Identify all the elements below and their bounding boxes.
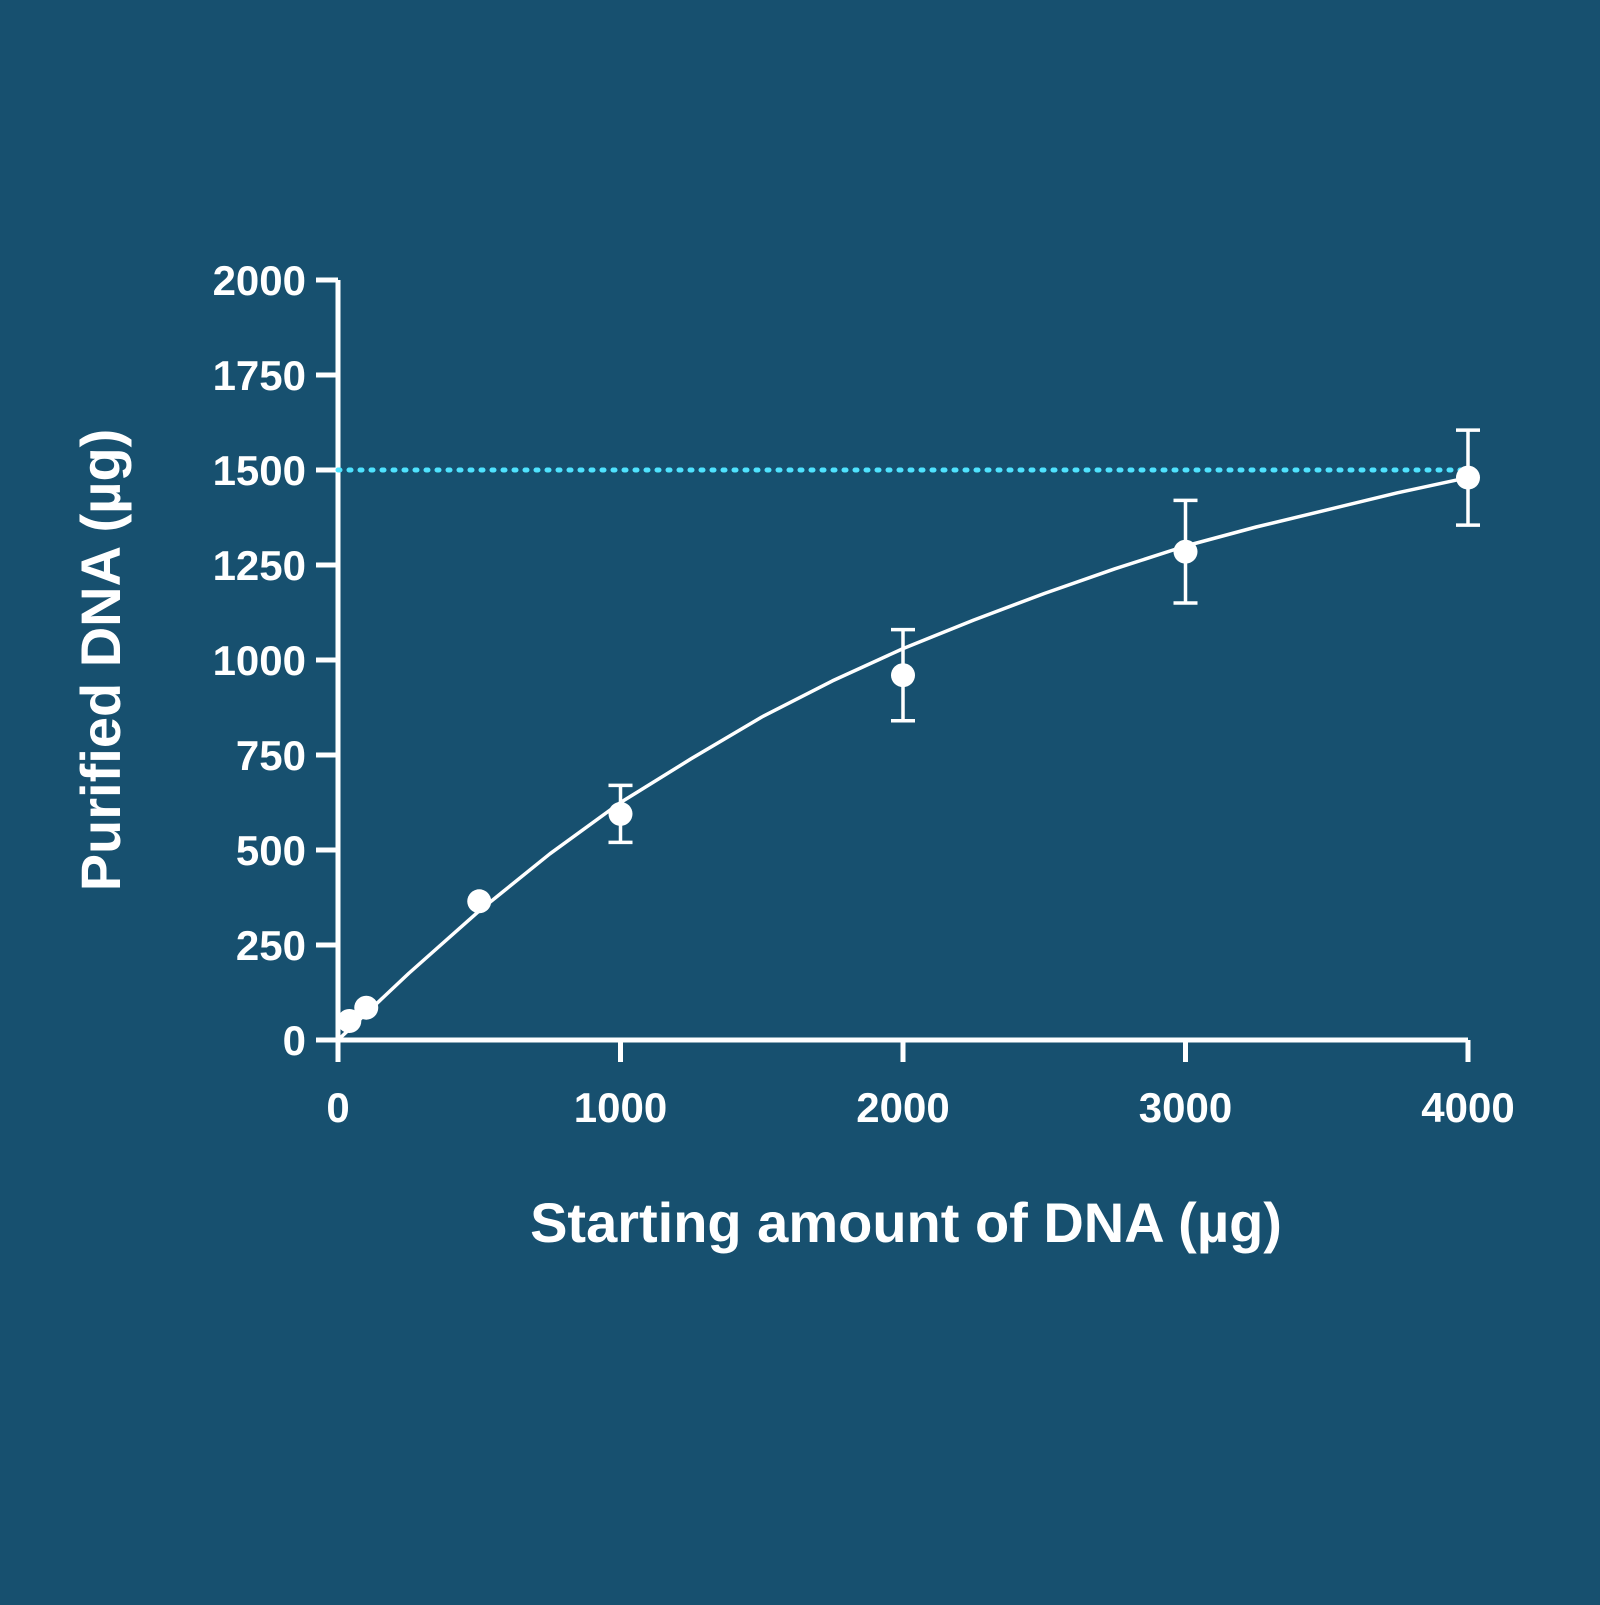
y-axis-title: Purified DNA (µg) — [69, 429, 132, 892]
y-tick-label: 1500 — [213, 447, 306, 494]
y-tick-label: 1750 — [213, 352, 306, 399]
x-tick-label: 0 — [326, 1084, 349, 1131]
y-tick-label: 1000 — [213, 637, 306, 684]
data-point — [1173, 539, 1198, 564]
y-tick-label: 1250 — [213, 542, 306, 589]
fit-curve — [336, 475, 1469, 1042]
y-tick-label: 250 — [236, 922, 306, 969]
x-tick-label: 1000 — [574, 1084, 667, 1131]
data-point — [1456, 465, 1480, 490]
data-point — [354, 995, 379, 1020]
x-tick-label: 2000 — [856, 1084, 949, 1131]
fit-curve-group — [336, 475, 1469, 1042]
y-tick-label: 500 — [236, 827, 306, 874]
x-tick-label: 3000 — [1139, 1084, 1232, 1131]
x-axis-title: Starting amount of DNA (µg) — [530, 1191, 1282, 1254]
y-tick-label: 2000 — [213, 257, 306, 304]
y-tick-label: 750 — [236, 732, 306, 779]
axes: 0 250 500 750 1000 1250 1500 1750 2000 0 1000 2000 3… — [213, 257, 1515, 1131]
data-points-group — [337, 428, 1480, 1033]
x-tick-label: 4000 — [1421, 1084, 1514, 1131]
data-point — [608, 801, 633, 826]
data-point — [891, 663, 915, 688]
data-point — [337, 1009, 362, 1033]
data-point — [467, 889, 492, 914]
y-tick-label: 0 — [283, 1017, 306, 1064]
